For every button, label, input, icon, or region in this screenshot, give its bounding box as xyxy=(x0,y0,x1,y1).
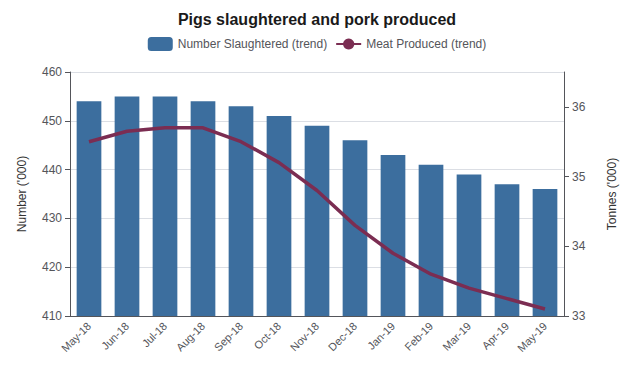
svg-text:Aug-18: Aug-18 xyxy=(174,320,208,354)
svg-text:May-18: May-18 xyxy=(59,320,93,354)
svg-text:Jun-18: Jun-18 xyxy=(99,320,131,352)
svg-text:Number ('000): Number ('000) xyxy=(15,156,29,232)
svg-text:Number Slaughtered (trend): Number Slaughtered (trend) xyxy=(178,37,327,51)
svg-text:Pigs slaughtered and pork prod: Pigs slaughtered and pork produced xyxy=(178,11,456,28)
svg-text:Sep-18: Sep-18 xyxy=(212,320,246,354)
svg-text:Jan-19: Jan-19 xyxy=(365,320,397,352)
svg-text:450: 450 xyxy=(42,114,62,128)
svg-text:Oct-18: Oct-18 xyxy=(251,320,283,352)
svg-text:Tonnes ('000): Tonnes ('000) xyxy=(605,158,619,230)
svg-text:May-19: May-19 xyxy=(515,320,549,354)
svg-text:35: 35 xyxy=(572,170,586,184)
svg-text:460: 460 xyxy=(42,65,62,79)
svg-text:34: 34 xyxy=(572,239,586,253)
svg-text:Feb-19: Feb-19 xyxy=(402,320,435,353)
svg-text:Mar-19: Mar-19 xyxy=(440,320,473,353)
svg-text:Jul-18: Jul-18 xyxy=(140,320,170,350)
svg-text:Dec-18: Dec-18 xyxy=(326,320,360,354)
svg-text:33: 33 xyxy=(572,309,586,323)
svg-text:Meat Produced (trend): Meat Produced (trend) xyxy=(366,37,486,51)
svg-text:440: 440 xyxy=(42,163,62,177)
svg-text:410: 410 xyxy=(42,309,62,323)
svg-text:Apr-19: Apr-19 xyxy=(479,320,511,352)
svg-text:430: 430 xyxy=(42,211,62,225)
svg-text:36: 36 xyxy=(572,100,586,114)
svg-text:Nov-18: Nov-18 xyxy=(288,320,322,354)
svg-text:420: 420 xyxy=(42,260,62,274)
